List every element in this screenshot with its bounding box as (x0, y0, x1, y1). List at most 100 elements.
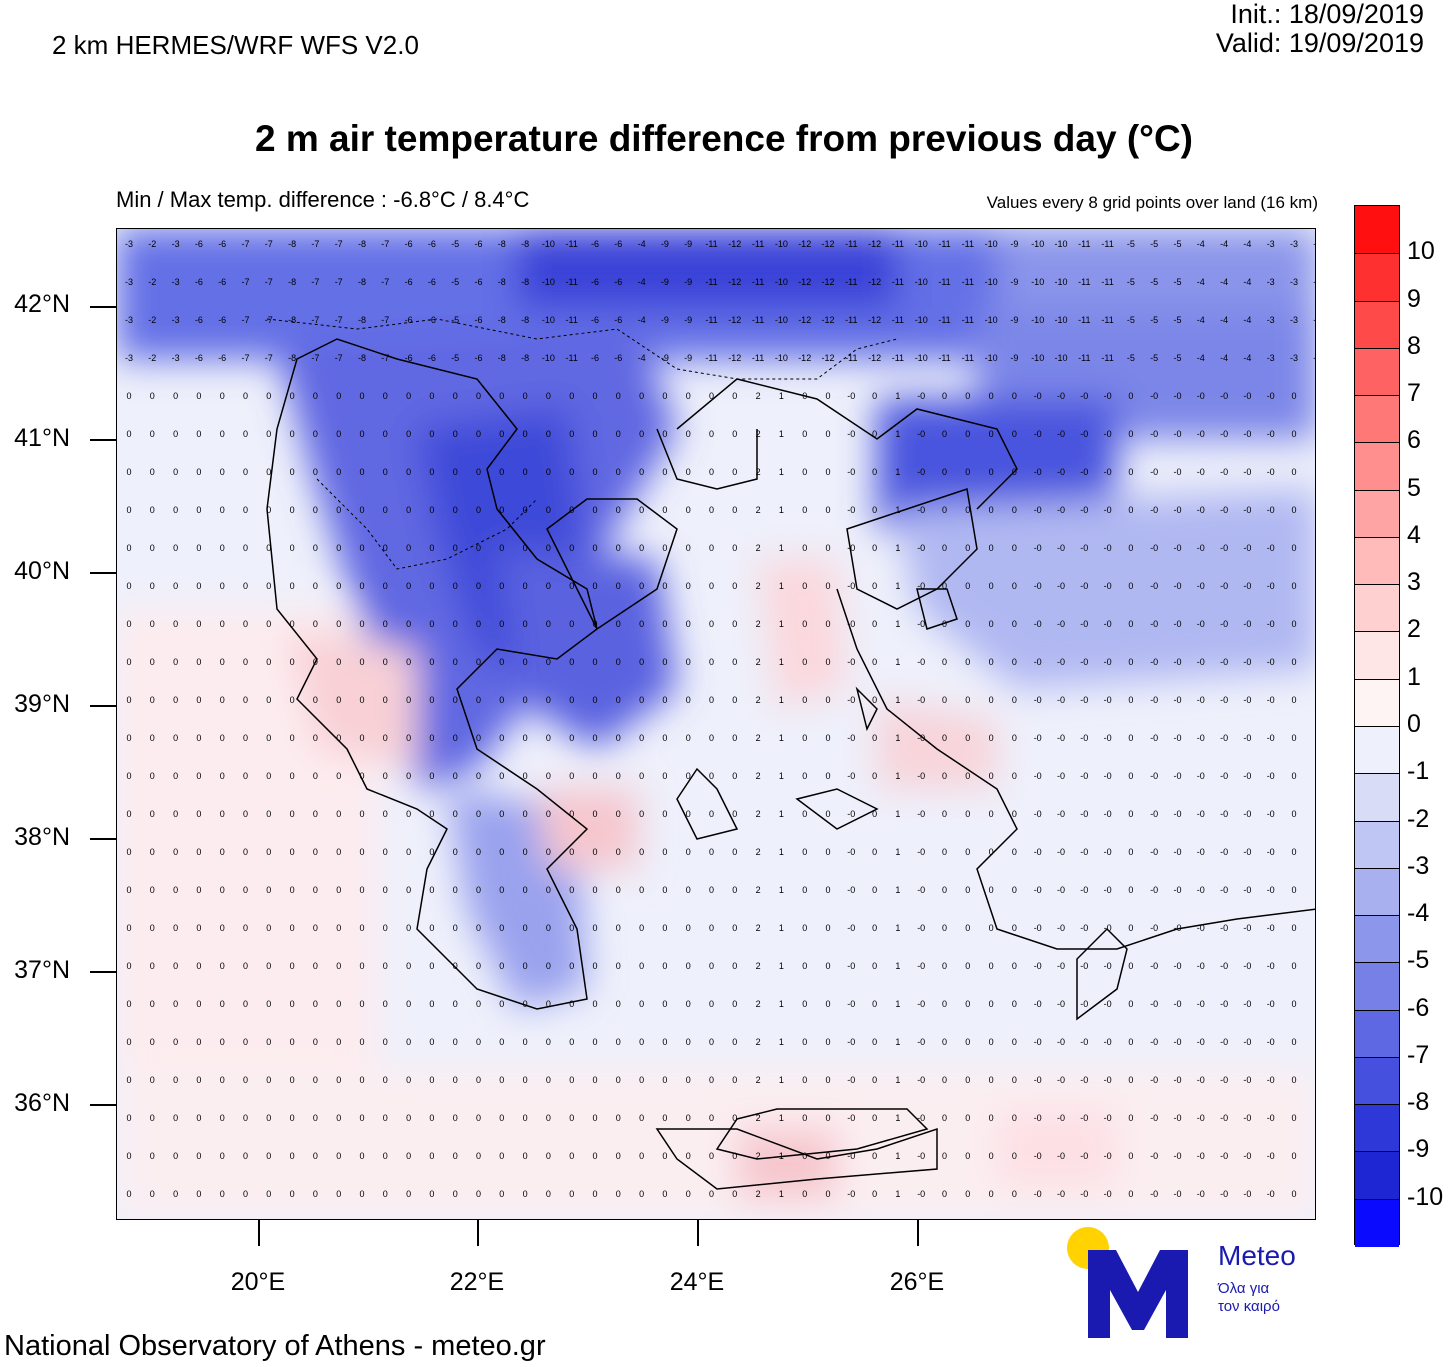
colorbar-swatch (1355, 678, 1399, 728)
grid-value: 0 (126, 695, 131, 705)
grid-value: 0 (639, 543, 644, 553)
grid-value: 1 (895, 771, 900, 781)
grid-value: 0 (546, 429, 551, 439)
grid-value: -0 (1197, 1075, 1205, 1085)
grid-value: 0 (662, 619, 667, 629)
grid-value: 0 (336, 619, 341, 629)
grid-value: -0 (1197, 1113, 1205, 1123)
grid-value: 0 (662, 847, 667, 857)
grid-value: 0 (266, 1189, 271, 1199)
grid-value: -11 (1101, 277, 1113, 287)
grid-value: 0 (429, 1113, 434, 1123)
grid-value: 0 (429, 1151, 434, 1161)
grid-value: 0 (592, 695, 597, 705)
grid-value: -0 (1057, 923, 1065, 933)
grid-value: -0 (1197, 809, 1205, 819)
grid-value: 0 (616, 429, 621, 439)
grid-value: 0 (569, 771, 574, 781)
grid-value: -0 (1173, 885, 1181, 895)
grid-value: 0 (313, 1075, 318, 1085)
grid-value: -10 (775, 315, 788, 325)
grid-value: -0 (1080, 505, 1088, 515)
grid-value: 2 (756, 543, 761, 553)
grid-value: -0 (1080, 429, 1088, 439)
grid-value: 0 (220, 1037, 225, 1047)
grid-value: -0 (917, 847, 925, 857)
grid-value: -0 (1057, 1189, 1065, 1199)
grid-value: 0 (546, 809, 551, 819)
grid-value: -0 (847, 581, 855, 591)
grid-value: 0 (173, 695, 178, 705)
grid-value: 0 (243, 1037, 248, 1047)
grid-value: 0 (499, 619, 504, 629)
grid-value: 1 (895, 1037, 900, 1047)
grid-value: 0 (942, 1113, 947, 1123)
grid-value: -10 (542, 239, 555, 249)
grid-value: 0 (942, 809, 947, 819)
grid-value: -0 (917, 1113, 925, 1123)
grid-value: -10 (1054, 239, 1067, 249)
grid-value: 0 (196, 733, 201, 743)
grid-value: -4 (1313, 277, 1316, 287)
grid-value: -0 (1057, 999, 1065, 1009)
grid-value: -0 (1150, 733, 1158, 743)
grid-value: -2 (148, 239, 156, 249)
grid-value: -0 (1150, 505, 1158, 515)
lat-label-37: 37°N (14, 956, 70, 984)
grid-value: 0 (150, 1189, 155, 1199)
grid-value: 0 (872, 695, 877, 705)
grid-value: 0 (523, 391, 528, 401)
grid-value: -0 (1267, 1075, 1275, 1085)
grid-value: 0 (383, 885, 388, 895)
grid-value: -10 (775, 277, 788, 287)
grid-value: -0 (1197, 733, 1205, 743)
grid-value: 0 (313, 543, 318, 553)
grid-value: 0 (173, 961, 178, 971)
grid-value: -3 (1267, 315, 1275, 325)
grid-value: 0 (266, 733, 271, 743)
colorbar-label: 1 (1407, 662, 1421, 691)
grid-value: 0 (173, 1151, 178, 1161)
grid-value: 0 (196, 1113, 201, 1123)
grid-value: 0 (173, 1113, 178, 1123)
grid-value: 0 (965, 505, 970, 515)
grid-value: 0 (150, 391, 155, 401)
grid-value: -0 (1243, 1075, 1251, 1085)
grid-value: 0 (243, 391, 248, 401)
grid-value: 0 (989, 999, 994, 1009)
grid-value: 0 (290, 1113, 295, 1123)
grid-value: 0 (383, 543, 388, 553)
grid-value: 2 (756, 391, 761, 401)
grid-value: -6 (195, 315, 203, 325)
grid-value: 0 (592, 771, 597, 781)
grid-value: 0 (266, 467, 271, 477)
grid-value: -0 (917, 923, 925, 933)
grid-value: 0 (1315, 505, 1316, 515)
grid-value: -7 (265, 315, 273, 325)
grid-value: 0 (406, 1113, 411, 1123)
grid-value: 0 (476, 505, 481, 515)
grid-value: 0 (872, 543, 877, 553)
grid-value: 0 (220, 809, 225, 819)
grid-value: 0 (313, 467, 318, 477)
grid-value: 0 (592, 429, 597, 439)
grid-value: 0 (1128, 657, 1133, 667)
grid-value: 0 (732, 1037, 737, 1047)
grid-value: 0 (243, 1151, 248, 1161)
grid-value: 0 (499, 1189, 504, 1199)
grid-value: 0 (336, 809, 341, 819)
grid-value: 0 (662, 771, 667, 781)
grid-value: 0 (616, 695, 621, 705)
lat-label-40: 40°N (14, 557, 70, 585)
grid-value: 0 (965, 695, 970, 705)
grid-value: 0 (383, 1151, 388, 1161)
colorbar-label: 5 (1407, 473, 1421, 502)
grid-value: 0 (336, 581, 341, 591)
grid-value: 0 (243, 657, 248, 667)
grid-value: 0 (709, 923, 714, 933)
grid-value: 0 (359, 885, 364, 895)
grid-value: 2 (756, 1113, 761, 1123)
grid-value: 0 (802, 1113, 807, 1123)
grid-value: 0 (359, 467, 364, 477)
grid-value: -10 (1031, 277, 1044, 287)
